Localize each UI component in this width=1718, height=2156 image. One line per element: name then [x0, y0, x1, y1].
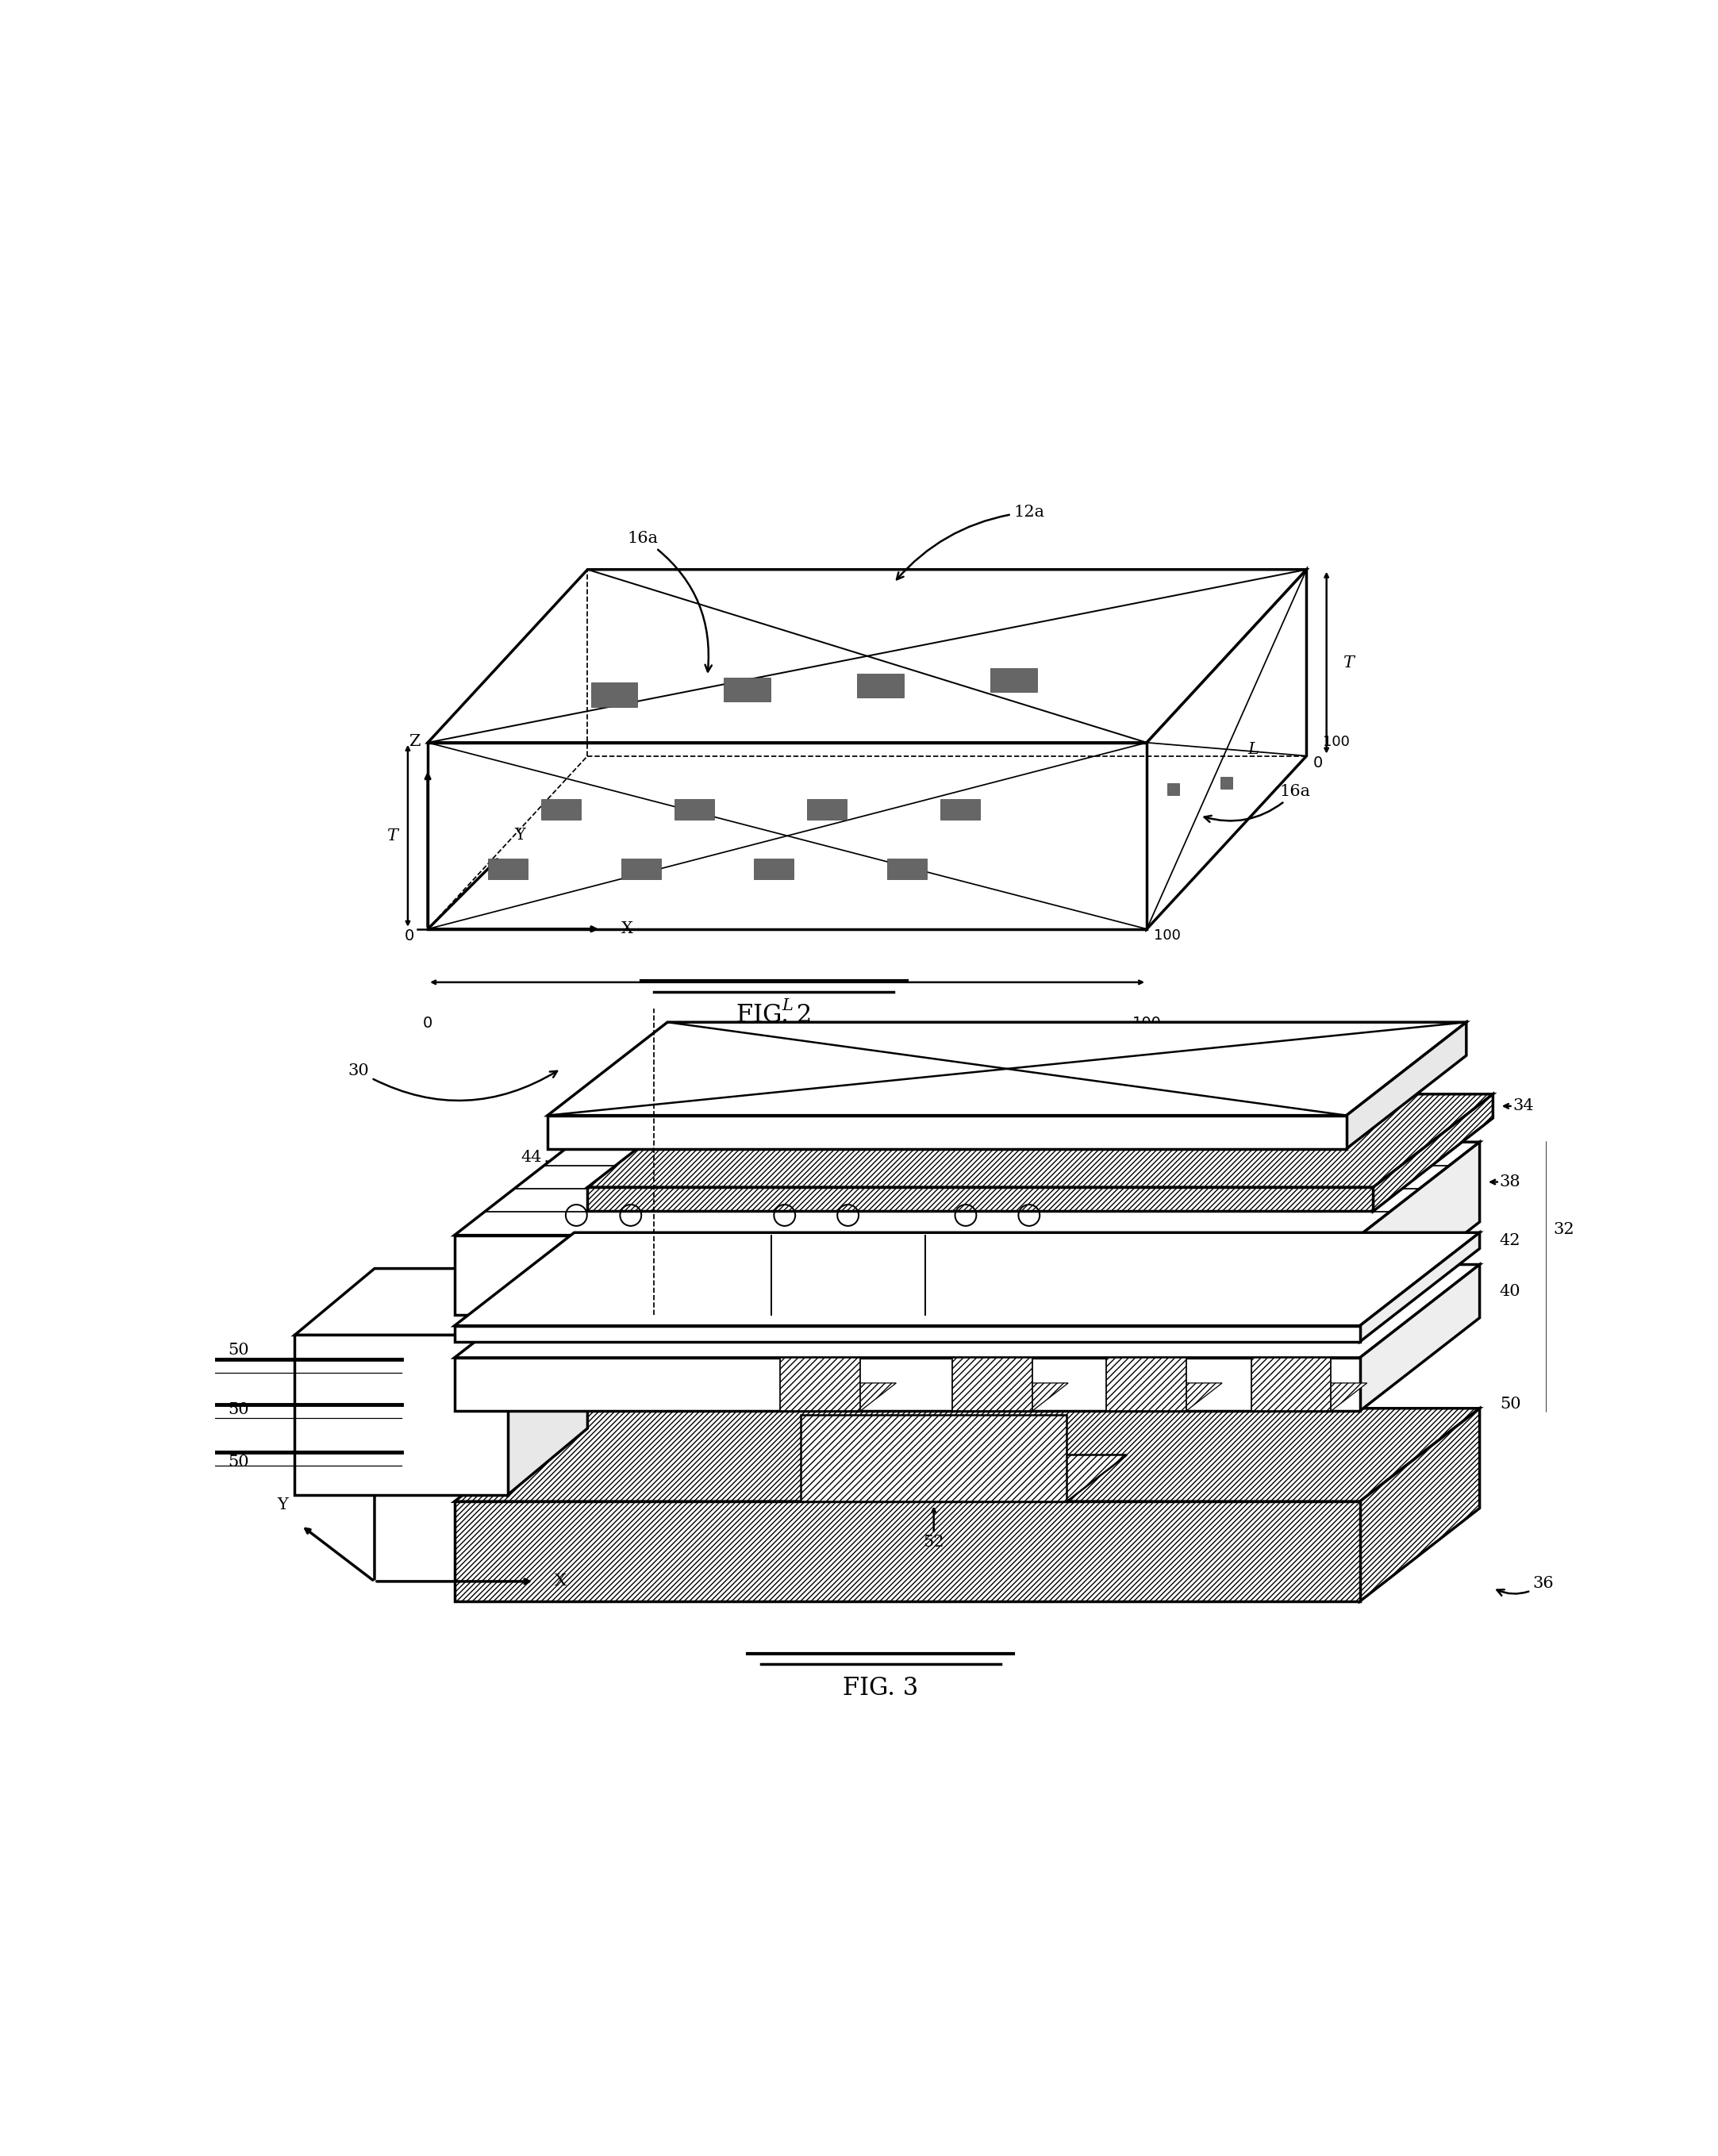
Text: L: L: [1247, 742, 1259, 757]
Polygon shape: [588, 1093, 1493, 1188]
Polygon shape: [723, 677, 771, 701]
Text: FIG. 2: FIG. 2: [737, 1003, 811, 1028]
Polygon shape: [807, 800, 847, 819]
Polygon shape: [454, 1408, 1479, 1501]
Text: Y: Y: [277, 1496, 289, 1511]
Text: 42: 42: [1500, 1233, 1520, 1248]
Text: 16a: 16a: [627, 530, 711, 673]
Text: 34: 34: [1514, 1100, 1534, 1115]
Polygon shape: [673, 800, 715, 819]
Text: Z: Z: [362, 1436, 373, 1451]
Polygon shape: [428, 742, 1148, 929]
Polygon shape: [488, 858, 527, 880]
Polygon shape: [620, 858, 661, 880]
Polygon shape: [548, 1115, 1347, 1149]
Polygon shape: [1361, 1143, 1479, 1315]
Polygon shape: [509, 1268, 588, 1494]
Text: 0: 0: [423, 1015, 433, 1031]
Polygon shape: [295, 1335, 509, 1494]
Polygon shape: [1361, 1266, 1479, 1410]
Polygon shape: [801, 1414, 1067, 1501]
Text: 100: 100: [1323, 735, 1349, 750]
Polygon shape: [952, 1382, 1069, 1410]
Polygon shape: [1221, 776, 1232, 789]
Text: 38: 38: [1500, 1175, 1520, 1190]
Polygon shape: [1361, 1233, 1479, 1341]
Polygon shape: [454, 1501, 1361, 1602]
Polygon shape: [454, 1233, 1479, 1326]
Text: FIG. 3: FIG. 3: [844, 1675, 917, 1701]
Text: 44: 44: [960, 1149, 991, 1220]
Text: X: X: [555, 1574, 565, 1589]
Polygon shape: [428, 569, 1307, 742]
Text: 100: 100: [1132, 1015, 1161, 1031]
Polygon shape: [754, 858, 794, 880]
Text: Z: Z: [409, 735, 421, 750]
Polygon shape: [1373, 1093, 1493, 1212]
Polygon shape: [548, 1022, 1465, 1115]
Text: T: T: [387, 828, 397, 843]
Polygon shape: [1361, 1408, 1479, 1602]
Polygon shape: [454, 1358, 1361, 1410]
Text: 52: 52: [923, 1535, 945, 1550]
Polygon shape: [454, 1235, 1361, 1315]
Polygon shape: [1106, 1358, 1185, 1410]
Polygon shape: [1148, 569, 1307, 929]
Polygon shape: [780, 1382, 897, 1410]
Polygon shape: [454, 1143, 1479, 1235]
Text: L: L: [782, 998, 792, 1013]
Polygon shape: [801, 1455, 1127, 1501]
Text: 0: 0: [1313, 755, 1323, 770]
Text: 50: 50: [228, 1343, 249, 1358]
Polygon shape: [591, 683, 637, 707]
Text: 16a: 16a: [1204, 785, 1311, 821]
Polygon shape: [1251, 1358, 1331, 1410]
Polygon shape: [454, 1326, 1361, 1341]
Text: Y: Y: [514, 828, 526, 843]
Text: 50: 50: [228, 1401, 249, 1416]
Polygon shape: [940, 800, 981, 819]
Polygon shape: [1347, 1022, 1465, 1149]
Polygon shape: [990, 668, 1038, 692]
Polygon shape: [588, 1188, 1373, 1212]
Polygon shape: [1168, 783, 1179, 796]
Polygon shape: [886, 858, 928, 880]
Text: 50: 50: [1500, 1397, 1520, 1412]
Polygon shape: [952, 1358, 1033, 1410]
Text: 32: 32: [1553, 1222, 1574, 1238]
Polygon shape: [1251, 1382, 1368, 1410]
Text: X: X: [620, 921, 632, 936]
Text: 36: 36: [1496, 1576, 1555, 1595]
Text: 44: 44: [521, 1149, 637, 1225]
Text: 12a: 12a: [897, 505, 1045, 580]
Polygon shape: [541, 800, 581, 819]
Text: 100: 100: [1153, 929, 1180, 942]
Polygon shape: [857, 673, 904, 696]
Text: 0: 0: [405, 927, 414, 942]
Polygon shape: [780, 1358, 861, 1410]
Text: 40: 40: [1500, 1283, 1520, 1298]
Polygon shape: [1106, 1382, 1221, 1410]
Text: 30: 30: [347, 1063, 557, 1100]
Text: T: T: [1342, 655, 1354, 671]
Polygon shape: [295, 1268, 588, 1335]
Text: 50: 50: [228, 1455, 249, 1470]
Polygon shape: [454, 1266, 1479, 1358]
